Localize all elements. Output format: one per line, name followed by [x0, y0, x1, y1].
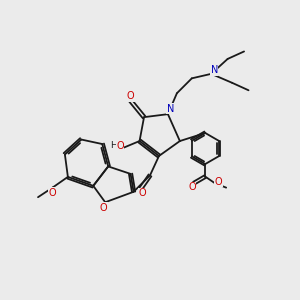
Text: O: O	[127, 91, 134, 101]
Text: N: N	[167, 104, 174, 114]
Text: O: O	[116, 140, 124, 151]
Text: O: O	[49, 188, 56, 198]
Text: O: O	[188, 182, 196, 192]
Text: N: N	[211, 65, 218, 75]
Text: O: O	[214, 177, 222, 187]
Text: H: H	[110, 141, 117, 150]
Text: O: O	[100, 202, 107, 213]
Text: O: O	[139, 188, 146, 198]
